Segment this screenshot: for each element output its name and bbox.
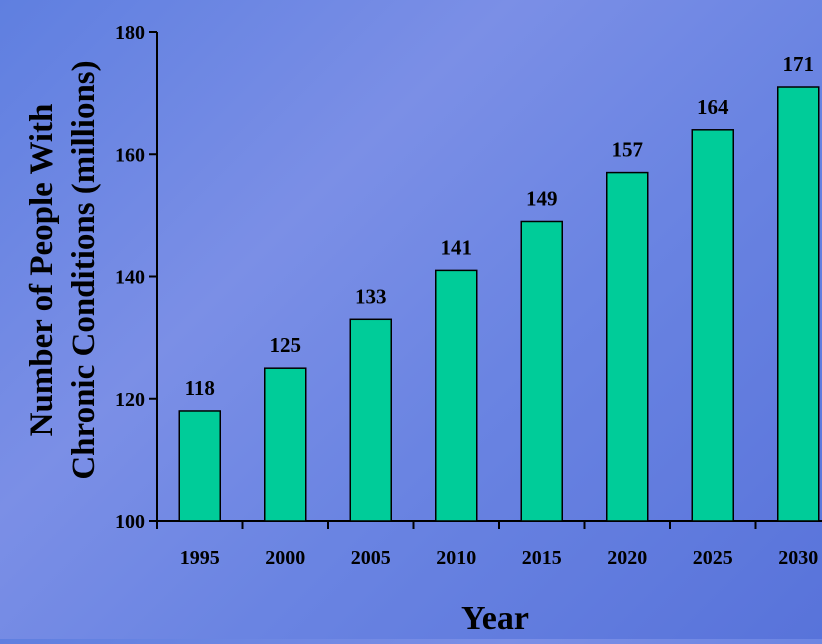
bar — [691, 129, 734, 522]
bar — [777, 86, 820, 522]
y-tick-label: 100 — [115, 511, 145, 533]
axes: 100 120 140 160 180 1995 2000 2005 2010 2015 2020 2… — [115, 22, 822, 569]
bar — [606, 171, 649, 522]
x-tick-label: 2030 — [778, 547, 818, 569]
x-axis-label: Year — [461, 600, 529, 637]
bar — [178, 410, 221, 522]
bar-value-label: 118 — [185, 376, 215, 400]
bar — [349, 318, 392, 522]
x-tick-label: 2015 — [522, 547, 562, 569]
y-tick-label: 120 — [115, 389, 145, 411]
x-tick-label: 2000 — [265, 547, 305, 569]
bar-value-label: 171 — [783, 52, 815, 76]
y-axis-label-line-2: Chronic Conditions (millions) — [66, 60, 102, 479]
y-axis-label-line-1: Number of People With — [24, 104, 60, 437]
bar — [520, 220, 563, 522]
y-tick-label: 140 — [115, 267, 145, 289]
x-tick-label: 2005 — [351, 547, 391, 569]
x-tick-label: 2025 — [693, 547, 733, 569]
bar-value-label: 157 — [612, 138, 644, 162]
bar-value-label: 149 — [526, 186, 558, 210]
bar-value-label: 141 — [441, 235, 473, 259]
y-tick-label: 160 — [115, 144, 145, 166]
bars: 118 125 133 141 149 157 164 171 — [178, 52, 820, 522]
bar — [435, 269, 478, 522]
bar-value-label: 125 — [270, 333, 302, 357]
x-tick-label: 2020 — [607, 547, 647, 569]
x-tick-label: 2010 — [436, 547, 476, 569]
y-axis-label: Number of People With Chronic Conditions… — [24, 60, 102, 479]
bar — [264, 367, 307, 522]
bar-value-label: 133 — [355, 284, 387, 308]
x-tick-label: 1995 — [180, 547, 220, 569]
y-tick-label: 180 — [115, 22, 145, 44]
bar-value-label: 164 — [697, 95, 729, 119]
